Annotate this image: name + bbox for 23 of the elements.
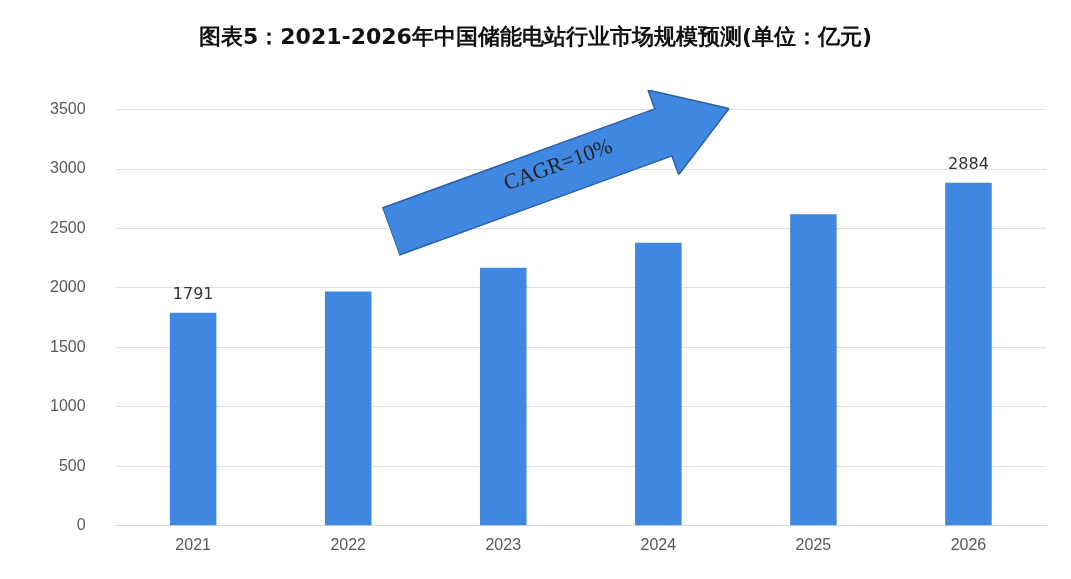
bar <box>790 214 837 526</box>
y-tick-label: 1000 <box>50 397 86 415</box>
bar <box>169 312 217 526</box>
y-tick-label: 3500 <box>50 100 86 118</box>
x-tick-label: 2026 <box>950 535 987 553</box>
data-label: 1791 <box>172 283 214 303</box>
bar <box>635 242 682 526</box>
y-tick-label: 1500 <box>50 337 86 355</box>
bar <box>324 291 372 526</box>
chart-title: 图表5：2021-2026年中国储能电站行业市场规模预测(单位：亿元) <box>198 23 873 51</box>
x-tick-label: 2023 <box>485 535 522 553</box>
y-tick-label: 2000 <box>50 278 86 296</box>
x-tick-label: 2024 <box>640 535 677 553</box>
x-tick-label: 2021 <box>175 535 212 553</box>
y-tick-label: 0 <box>76 516 86 534</box>
y-tick-label: 500 <box>58 456 86 474</box>
bar <box>945 182 992 526</box>
x-tick-label: 2022 <box>330 535 367 553</box>
data-label: 2884 <box>948 154 989 174</box>
bar <box>480 267 527 526</box>
y-tick-label: 2500 <box>50 218 86 236</box>
y-tick-label: 3000 <box>50 159 86 177</box>
x-tick-label: 2025 <box>795 535 832 553</box>
